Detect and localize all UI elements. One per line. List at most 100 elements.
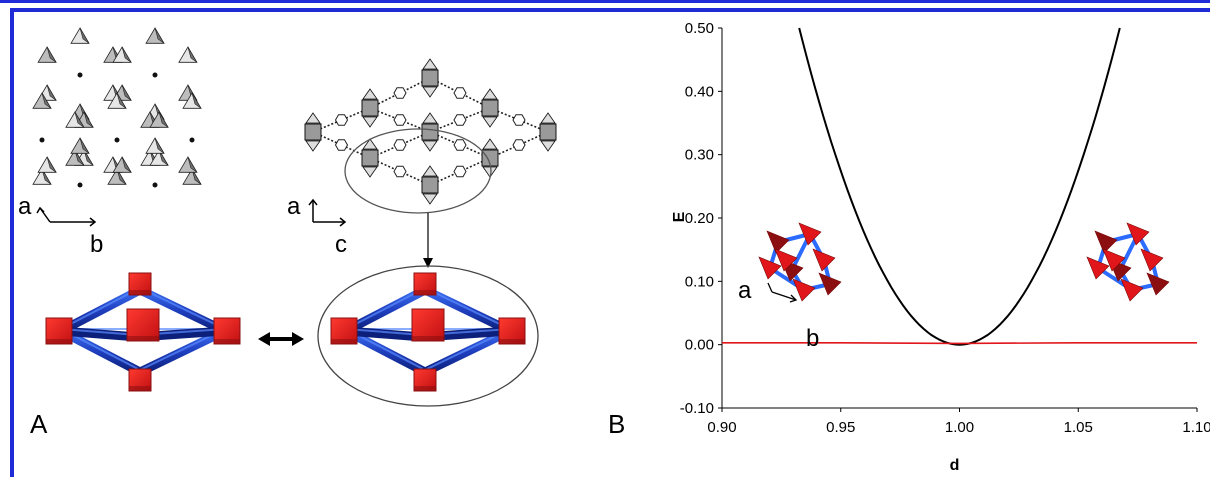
linker-node bbox=[153, 73, 158, 78]
x-tick-label: 0.95 bbox=[826, 419, 855, 436]
axis-c-label: c bbox=[335, 231, 347, 258]
metal-node bbox=[422, 70, 438, 86]
cube-center-shade bbox=[127, 336, 159, 341]
linker-node bbox=[115, 138, 120, 143]
panel-b: B 0.50 0.40 0.30 0.20 0.10 0.00 -0.10 0.90 0.95 1… bbox=[608, 20, 1210, 474]
tetrahedron-cap bbox=[363, 167, 377, 177]
framework-ac-view bbox=[305, 59, 556, 204]
tetrahedron-cap bbox=[483, 139, 497, 149]
cube-center-shade bbox=[412, 336, 444, 341]
panel-a: a b a c A bbox=[18, 28, 556, 439]
axis-a-label: a bbox=[18, 193, 32, 220]
benzene-ring bbox=[454, 140, 466, 150]
cube-bottom-shade bbox=[129, 386, 151, 391]
benzene-ring bbox=[513, 140, 525, 150]
tetrahedron-cap bbox=[483, 89, 497, 99]
rhombus-model-left bbox=[46, 273, 240, 391]
benzene-ring bbox=[454, 88, 466, 98]
cube-top-shade bbox=[414, 290, 436, 295]
linker-node bbox=[190, 138, 195, 143]
cube-left-shade bbox=[331, 339, 357, 344]
inset-axis-a-label: a bbox=[738, 277, 752, 304]
tetrahedron-cap bbox=[306, 113, 320, 123]
linker-node bbox=[153, 183, 158, 188]
benzene-ring bbox=[513, 115, 525, 125]
axis-b-label: b bbox=[90, 231, 103, 258]
inset-tetrahedron bbox=[813, 249, 835, 271]
metal-node bbox=[362, 150, 378, 166]
y-tick-label: -0.10 bbox=[680, 400, 714, 417]
benzene-ring bbox=[336, 115, 348, 125]
inset-tetrahedron bbox=[793, 279, 815, 301]
benzene-ring bbox=[454, 115, 466, 125]
linker-node bbox=[40, 138, 45, 143]
inset-axes bbox=[768, 283, 796, 302]
tetrahedron-cap bbox=[541, 141, 555, 151]
tetrahedron-cap bbox=[423, 141, 437, 151]
metal-node bbox=[422, 124, 438, 140]
y-tick-label: 0.20 bbox=[685, 210, 714, 227]
metal-node bbox=[305, 124, 321, 140]
benzene-ring bbox=[394, 166, 406, 176]
panel-a-label: A bbox=[30, 409, 48, 439]
metal-node bbox=[540, 124, 556, 140]
x-axis-label: d bbox=[950, 457, 960, 474]
metal-node bbox=[362, 100, 378, 116]
framework-ab-view bbox=[33, 28, 201, 188]
rhombus-model-right bbox=[331, 273, 525, 391]
tetrahedron-cap bbox=[541, 113, 555, 123]
y-tick-label: 0.30 bbox=[685, 147, 714, 164]
inset-tetrahedron bbox=[767, 231, 789, 253]
inset-tetrahedron bbox=[1087, 257, 1109, 279]
axes-ac bbox=[309, 200, 345, 226]
energy-chart: 0.50 0.40 0.30 0.20 0.10 0.00 -0.10 0.90 0.95 1.0… bbox=[671, 20, 1210, 474]
metal-node bbox=[482, 100, 498, 116]
y-tick-label: 0.40 bbox=[685, 83, 714, 100]
panel-b-label: B bbox=[608, 409, 625, 439]
cube-right-shade bbox=[499, 339, 525, 344]
benzene-ring bbox=[394, 115, 406, 125]
cube-right-shade bbox=[214, 339, 240, 344]
inset-tetrahedron bbox=[1121, 279, 1143, 301]
x-tick-label: 1.05 bbox=[1064, 419, 1093, 436]
tetrahedron-cap bbox=[483, 117, 497, 127]
series-energy-line bbox=[799, 28, 1120, 345]
cube-bottom-shade bbox=[414, 386, 436, 391]
axis-a-label-2: a bbox=[287, 193, 301, 220]
y-tick-label: 0.10 bbox=[685, 273, 714, 290]
x-tick-label: 0.90 bbox=[707, 419, 736, 436]
double-arrow bbox=[258, 332, 304, 346]
inset-axis-b-label: b bbox=[806, 325, 819, 352]
axes-ab bbox=[37, 208, 95, 226]
tetrahedron-cap bbox=[363, 89, 377, 99]
cube-top-shade bbox=[129, 290, 151, 295]
x-tick-label: 1.00 bbox=[945, 419, 974, 436]
tetrahedron-cap bbox=[423, 59, 437, 69]
tetrahedron-cap bbox=[423, 194, 437, 204]
y-axis-label: E bbox=[671, 211, 688, 222]
benzene-ring bbox=[454, 166, 466, 176]
x-tick-label: 1.10 bbox=[1182, 419, 1210, 436]
linker-node bbox=[78, 183, 83, 188]
y-tick-label: 0.00 bbox=[685, 337, 714, 354]
tetrahedron-cap bbox=[306, 141, 320, 151]
tetrahedron-cap bbox=[423, 113, 437, 123]
tetrahedron-cap bbox=[363, 139, 377, 149]
inset-structure-right bbox=[1087, 223, 1169, 301]
inset-tetrahedron bbox=[1141, 249, 1163, 271]
series-flat-line bbox=[722, 343, 1197, 344]
cube-left-shade bbox=[46, 339, 72, 344]
linker-node bbox=[78, 73, 83, 78]
benzene-ring bbox=[336, 140, 348, 150]
tetrahedron-cap bbox=[363, 117, 377, 127]
benzene-ring bbox=[394, 88, 406, 98]
inset-tetrahedron bbox=[1095, 231, 1117, 253]
inset-tetrahedron bbox=[759, 257, 781, 279]
benzene-ring bbox=[394, 140, 406, 150]
tetrahedron-cap bbox=[423, 166, 437, 176]
tetrahedron-cap bbox=[423, 87, 437, 97]
y-tick-label: 0.50 bbox=[685, 20, 714, 37]
metal-node bbox=[422, 177, 438, 193]
inset-axis-a-arrow bbox=[768, 283, 772, 292]
